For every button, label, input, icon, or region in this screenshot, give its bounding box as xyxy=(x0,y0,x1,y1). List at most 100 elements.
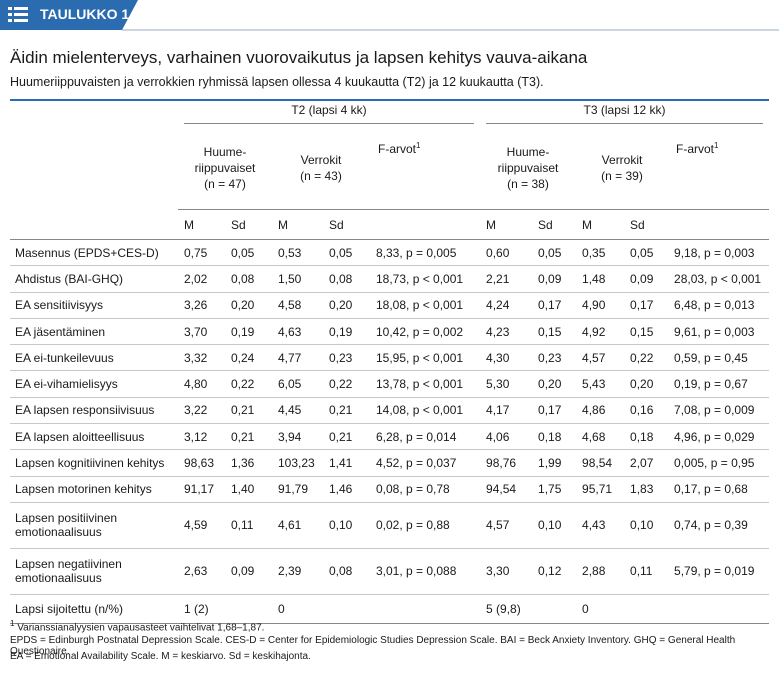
cell: 98,76 xyxy=(480,449,533,477)
cell: 3,01, p = 0,088 xyxy=(370,548,481,595)
cell: 0,18 xyxy=(624,423,669,451)
cell: 9,61, p = 0,003 xyxy=(668,318,770,346)
cell: 3,94 xyxy=(272,423,323,451)
cell: 4,61 xyxy=(272,502,323,549)
cell: 18,08, p < 0,001 xyxy=(370,292,481,319)
cell: 1,75 xyxy=(532,476,577,503)
cell: 1,41 xyxy=(323,449,370,477)
header-row: M Sd M Sd M Sd M Sd xyxy=(10,209,770,240)
subgroup-header: Verrokit (n = 43) xyxy=(272,126,370,210)
cell: 3,22 xyxy=(178,397,225,425)
row-label: Lapsen motorinen kehitys xyxy=(10,476,178,503)
cell: 0,75 xyxy=(178,239,225,267)
row-label: Masennus (EPDS+CES-D) xyxy=(10,239,178,267)
footnote-line: EPDS = Edinburgh Postnatal Depression Sc… xyxy=(10,635,736,657)
cell: 2,39 xyxy=(272,548,323,595)
cell: 1,83 xyxy=(624,476,669,503)
cell: 0,08 xyxy=(323,548,370,595)
cell: 0,17 xyxy=(532,292,577,319)
cell: 5,79, p = 0,019 xyxy=(668,548,770,595)
cell: 4,58 xyxy=(272,292,323,319)
cell: 0,24 xyxy=(225,344,272,372)
cell: 28,03, p < 0,001 xyxy=(668,265,770,293)
subgroup-line: riippuvaiset xyxy=(497,160,559,175)
cell: 4,43 xyxy=(576,502,625,549)
cell: 9,18, p = 0,003 xyxy=(668,239,770,267)
table-row: Lapsi sijoitettu (n/%) 1 (2) 0 5 (9,8) 0 xyxy=(10,594,770,624)
cell: 4,63 xyxy=(272,318,323,346)
cell: 0,20 xyxy=(532,370,577,398)
cell xyxy=(10,126,178,210)
f-header: F-arvot1 xyxy=(370,126,481,210)
cell xyxy=(668,209,770,240)
footnote-mark: 1 xyxy=(416,141,421,150)
cell: 0,11 xyxy=(225,502,272,549)
cell: 4,59 xyxy=(178,502,225,549)
cell: 0,08, p = 0,78 xyxy=(370,476,481,503)
row-label: Lapsi sijoitettu (n/%) xyxy=(10,594,178,624)
cell: 1,48 xyxy=(576,265,625,293)
cell: 6,48, p = 0,013 xyxy=(668,292,770,319)
cell: 0,05 xyxy=(323,239,370,267)
cell: 0,19 xyxy=(225,318,272,346)
cell: 0,10 xyxy=(532,502,577,549)
cell: 0,19, p = 0,67 xyxy=(668,370,770,398)
cell: 14,08, p < 0,001 xyxy=(370,397,481,425)
subgroup-line: (n = 43) xyxy=(300,168,342,183)
cell: 5,43 xyxy=(576,370,625,398)
cell: 0,15 xyxy=(532,318,577,346)
row-label: EA lapsen responsiivisuus xyxy=(10,397,178,425)
cell: 1,50 xyxy=(272,265,323,293)
stat-header: Sd xyxy=(624,209,669,240)
f-label: F-arvot xyxy=(676,142,715,156)
cell xyxy=(370,594,481,624)
footnote-mark: 1 xyxy=(714,141,719,150)
cell: 4,24 xyxy=(480,292,533,319)
cell: 0,17 xyxy=(624,292,669,319)
cell: 3,12 xyxy=(178,423,225,451)
group-label: T3 (lapsi 12 kk) xyxy=(486,103,764,124)
row-label: EA lapsen aloitteellisuus xyxy=(10,423,178,451)
cell: 98,54 xyxy=(576,449,625,477)
cell: 18,73, p < 0,001 xyxy=(370,265,481,293)
cell: 0,15 xyxy=(624,318,669,346)
cell: 4,96, p = 0,029 xyxy=(668,423,770,451)
cell: 0,16 xyxy=(624,397,669,425)
cell: 4,45 xyxy=(272,397,323,425)
table-row: Lapsen positiivinen emotionaalisuus 4,59 0… xyxy=(10,502,770,549)
cell: 98,63 xyxy=(178,449,225,477)
cell xyxy=(10,209,178,240)
cell: 0,09 xyxy=(624,265,669,293)
cell: 3,32 xyxy=(178,344,225,372)
cell: 91,17 xyxy=(178,476,225,503)
table-row: Lapsen motorinen kehitys 91,17 1,40 91,79 1,… xyxy=(10,476,770,503)
cell: 1,46 xyxy=(323,476,370,503)
cell xyxy=(624,594,669,624)
table-row: EA sensitiivisyys 3,26 0,20 4,58 0,20 18,08, … xyxy=(10,292,770,319)
cell: 0 xyxy=(576,594,625,624)
header-row: T2 (lapsi 4 kk) T3 (lapsi 12 kk) xyxy=(10,101,769,126)
subgroup-line: Verrokit xyxy=(300,152,342,167)
cell: 91,79 xyxy=(272,476,323,503)
subgroup-header: Huume-riippuvaiset (n = 47) xyxy=(178,126,272,210)
cell: 3,30 xyxy=(480,548,533,595)
cell xyxy=(10,101,178,126)
cell xyxy=(370,209,481,240)
cell: 0,09 xyxy=(532,265,577,293)
header-tab xyxy=(0,0,779,31)
cell: 10,42, p = 0,002 xyxy=(370,318,481,346)
table-row: EA lapsen responsiivisuus 3,22 0,21 4,45 0,2… xyxy=(10,397,770,425)
cell: 0,22 xyxy=(225,370,272,398)
cell: 0,12 xyxy=(532,548,577,595)
cell: 0,60 xyxy=(480,239,533,267)
cell: 0,08 xyxy=(323,265,370,293)
cell xyxy=(532,594,577,624)
stat-header: Sd xyxy=(532,209,577,240)
subgroup-line: Verrokit xyxy=(601,152,643,167)
cell: 0,02, p = 0,88 xyxy=(370,502,481,549)
cell: 0,17, p = 0,68 xyxy=(668,476,770,503)
row-label: EA sensitiivisyys xyxy=(10,292,178,319)
cell: 5,30 xyxy=(480,370,533,398)
header-row: Huume-riippuvaiset (n = 47) Verrokit (n = 4… xyxy=(10,126,770,210)
cell: 1,36 xyxy=(225,449,272,477)
